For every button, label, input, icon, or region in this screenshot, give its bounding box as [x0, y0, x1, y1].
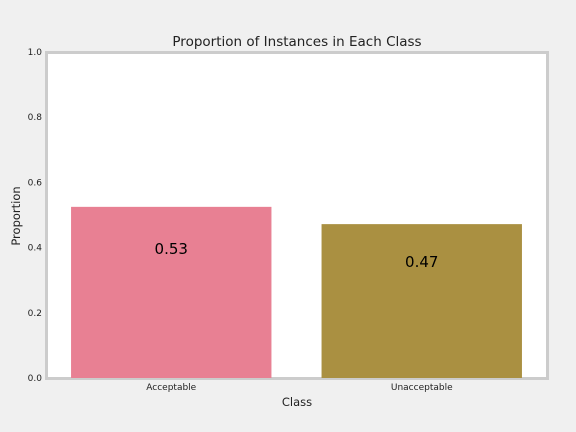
data-label-acceptable: 0.53: [155, 240, 188, 258]
chart-title: Proportion of Instances in Each Class: [172, 34, 421, 50]
x-tick-label-acceptable: Acceptable: [146, 383, 196, 393]
data-label-unacceptable: 0.47: [405, 253, 438, 271]
bar-unacceptable: [321, 224, 522, 378]
bars: 0.53 0.47: [71, 206, 522, 378]
x-tick-label-unacceptable: Unacceptable: [391, 383, 453, 393]
y-tick-label: 0.2: [28, 309, 42, 319]
x-ticks: Acceptable Unacceptable: [146, 383, 453, 393]
y-tick-label: 0.8: [28, 113, 43, 123]
y-ticks: 0.0 0.2 0.4 0.6 0.8 1.0: [28, 48, 43, 384]
y-tick-label: 0.6: [28, 178, 43, 188]
bar-acceptable: [71, 206, 272, 378]
y-tick-label: 0.4: [28, 244, 43, 254]
y-tick-label: 1.0: [28, 48, 43, 58]
y-tick-label: 0.0: [28, 374, 43, 384]
y-axis-label: Proportion: [9, 186, 23, 245]
x-axis-label: Class: [282, 395, 312, 409]
